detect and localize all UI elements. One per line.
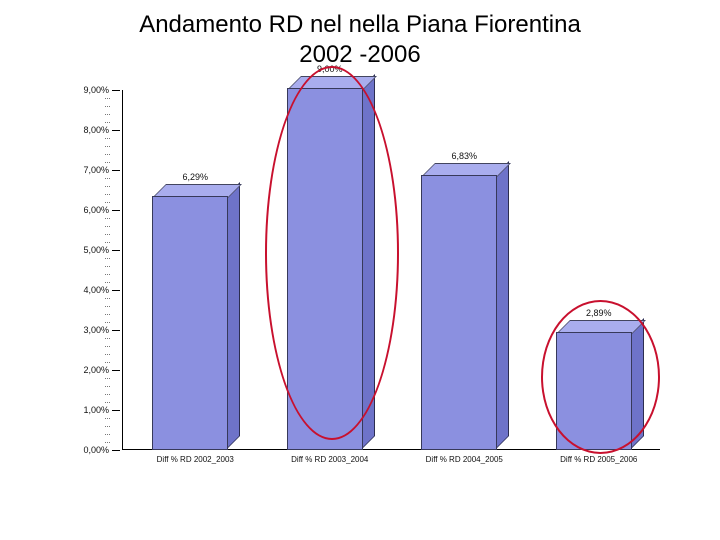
bar-front — [421, 175, 497, 450]
chart-area: 0,00% 1,00% 2,00% 3,00% 4,00% 5,00% 6,00% 7,00%… — [60, 90, 660, 520]
y-tick: 7,00% — [60, 165, 120, 175]
y-minor-tick — [105, 114, 110, 115]
y-minor-tick — [105, 306, 110, 307]
y-minor-tick — [105, 362, 110, 363]
bar-front — [556, 332, 632, 450]
bar-value-label: 9,00% — [317, 64, 343, 74]
y-tick: 2,00% — [60, 365, 120, 375]
bar-value-label: 6,83% — [451, 151, 477, 161]
y-minor-tick — [105, 202, 110, 203]
bar-side — [226, 182, 240, 450]
bar-value-label: 6,29% — [182, 172, 208, 182]
y-minor-tick — [105, 106, 110, 107]
bar — [287, 78, 373, 450]
y-minor-tick — [105, 346, 110, 347]
y-minor-tick — [105, 354, 110, 355]
chart-title-line1: Andamento RD nel nella Piana Fiorentina — [139, 11, 581, 38]
y-minor-tick — [105, 386, 110, 387]
y-minor-tick — [105, 186, 110, 187]
y-minor-tick — [105, 226, 110, 227]
bar-side — [630, 318, 644, 450]
y-axis: 0,00%1,00%2,00%3,00%4,00%5,00%6,00%7,00%… — [60, 90, 120, 450]
y-tick: 4,00% — [60, 285, 120, 295]
y-minor-tick — [105, 178, 110, 179]
y-minor-tick — [105, 338, 110, 339]
y-tick: 8,00% — [60, 125, 120, 135]
x-category-label: Diff % RD 2002_2003 — [157, 455, 234, 464]
bar-value-label: 2,89% — [586, 308, 612, 318]
y-minor-tick — [105, 146, 110, 147]
y-minor-tick — [105, 394, 110, 395]
y-minor-tick — [105, 234, 110, 235]
x-category-label: Diff % RD 2005_2006 — [560, 455, 637, 464]
y-tick: 1,00% — [60, 405, 120, 415]
y-tick: 5,00% — [60, 245, 120, 255]
y-minor-tick — [105, 258, 110, 259]
bar — [152, 186, 238, 450]
y-tick: 3,00% — [60, 325, 120, 335]
y-minor-tick — [105, 194, 110, 195]
y-minor-tick — [105, 418, 110, 419]
bar-side — [495, 161, 509, 450]
y-minor-tick — [105, 266, 110, 267]
bar-front — [287, 88, 363, 450]
y-minor-tick — [105, 426, 110, 427]
y-minor-tick — [105, 314, 110, 315]
y-minor-tick — [105, 154, 110, 155]
y-minor-tick — [105, 442, 110, 443]
y-minor-tick — [105, 402, 110, 403]
y-minor-tick — [105, 138, 110, 139]
bar-side — [361, 74, 375, 450]
y-minor-tick — [105, 378, 110, 379]
x-category-label: Diff % RD 2003_2004 — [291, 455, 368, 464]
plot-area: 6,29%Diff % RD 2002_20039,00%Diff % RD 2… — [122, 90, 660, 450]
y-tick: 0,00% — [60, 445, 120, 455]
y-minor-tick — [105, 218, 110, 219]
y-minor-tick — [105, 298, 110, 299]
y-minor-tick — [105, 98, 110, 99]
y-tick: 6,00% — [60, 205, 120, 215]
y-minor-tick — [105, 162, 110, 163]
bar — [556, 322, 642, 450]
y-tick: 9,00% — [60, 85, 120, 95]
y-minor-tick — [105, 434, 110, 435]
y-minor-tick — [105, 122, 110, 123]
x-category-label: Diff % RD 2004_2005 — [426, 455, 503, 464]
bar — [421, 165, 507, 450]
y-minor-tick — [105, 274, 110, 275]
bar-front — [152, 196, 228, 450]
y-minor-tick — [105, 282, 110, 283]
y-minor-tick — [105, 322, 110, 323]
y-minor-tick — [105, 242, 110, 243]
